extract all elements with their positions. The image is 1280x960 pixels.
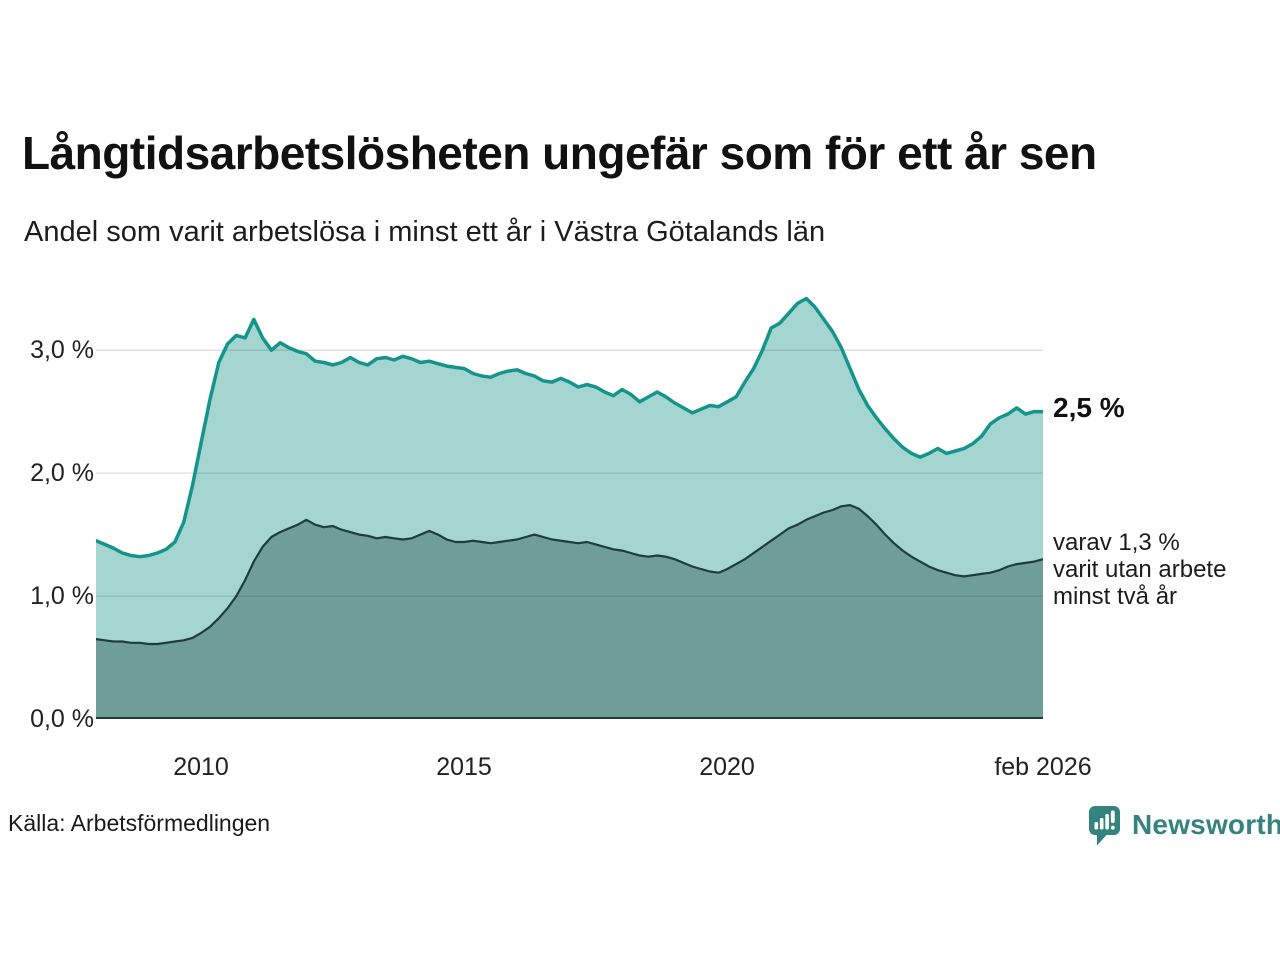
unemployment-area-chart — [94, 285, 1045, 719]
x-tick-2010: 2010 — [173, 753, 229, 781]
y-tick-2: 2,0 % — [30, 459, 94, 487]
brand-name: Newsworthy — [1132, 809, 1280, 840]
source-label: Källa: Arbetsförmedlingen — [8, 810, 271, 836]
y-tick-0: 0,0 % — [30, 705, 94, 733]
y-tick-1: 1,0 % — [30, 582, 94, 610]
two-year-annotation-line1: varav 1,3 % — [1053, 529, 1180, 556]
two-year-annotation: varav 1,3 % varit utan arbete minst två … — [1053, 529, 1226, 610]
x-tick-2020: 2020 — [699, 753, 755, 781]
latest-value-label: 2,5 % — [1053, 392, 1125, 423]
two-year-annotation-line3: minst två år — [1053, 583, 1178, 610]
page-title: Långtidsarbetslösheten ungefär som för e… — [22, 127, 1097, 179]
two-year-annotation-line2: varit utan arbete — [1053, 556, 1227, 583]
x-tick-2015: 2015 — [436, 753, 492, 781]
chart-subtitle: Andel som varit arbetslösa i minst ett å… — [24, 216, 826, 248]
y-tick-3: 3,0 % — [30, 336, 94, 364]
newsworthy-chart-bubble-icon — [1089, 806, 1120, 846]
x-tick-feb-2026: feb 2026 — [994, 753, 1092, 781]
chart-canvas — [94, 296, 1045, 719]
newsworthy-logo: Newsworthy — [1086, 803, 1280, 847]
